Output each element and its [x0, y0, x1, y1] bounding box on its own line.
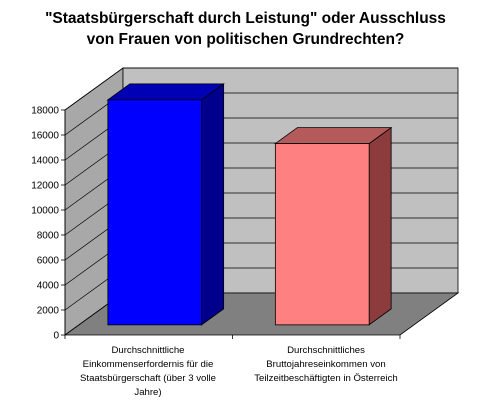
- x-category-1-line-1: Durchschnittliche: [111, 345, 185, 356]
- y-tick-label: 0: [53, 331, 59, 342]
- gridline: [64, 67, 458, 111]
- x-category-label-2: Durchschnittliches Bruttojahreseinkommen…: [236, 344, 416, 386]
- y-tick-label: 14000: [31, 156, 59, 167]
- y-tick-label: 10000: [31, 206, 59, 217]
- x-category-2-line-2: Bruttojahreseinkommen von: [266, 359, 386, 370]
- bar: [274, 143, 370, 326]
- bar-side: [201, 83, 225, 326]
- bar-side: [368, 126, 392, 326]
- y-tick-label: 12000: [31, 181, 59, 192]
- y-tick-label: 6000: [37, 256, 60, 267]
- x-category-1-line-4: Jahre): [134, 387, 162, 398]
- y-tick-label: 4000: [37, 281, 60, 292]
- bar: [107, 99, 203, 326]
- chart-title-line-2: von Frauen von politischen Grundrechten?: [86, 31, 405, 48]
- y-tick-label: 2000: [37, 306, 60, 317]
- x-category-2-line-3: Teilzeitbeschäftigten in Österreich: [254, 373, 398, 384]
- chart-title: "Staatsbürgerschaft durch Leistung" oder…: [0, 8, 491, 50]
- x-category-1-line-3: Staatsbürgerschaft (über 3 volle: [80, 373, 216, 384]
- chart-title-line-1: "Staatsbürgerschaft durch Leistung" oder…: [45, 10, 446, 27]
- x-category-label-1: Durchschnittliche Einkommenserfordernis …: [62, 344, 234, 400]
- y-tick-label: 18000: [31, 106, 59, 117]
- x-category-1-line-2: Einkommenserfordernis für die: [82, 359, 214, 370]
- y-tick-label: 8000: [37, 231, 60, 242]
- y-tick-label: 16000: [31, 131, 59, 142]
- x-category-2-line-1: Durchschnittliches: [287, 345, 365, 356]
